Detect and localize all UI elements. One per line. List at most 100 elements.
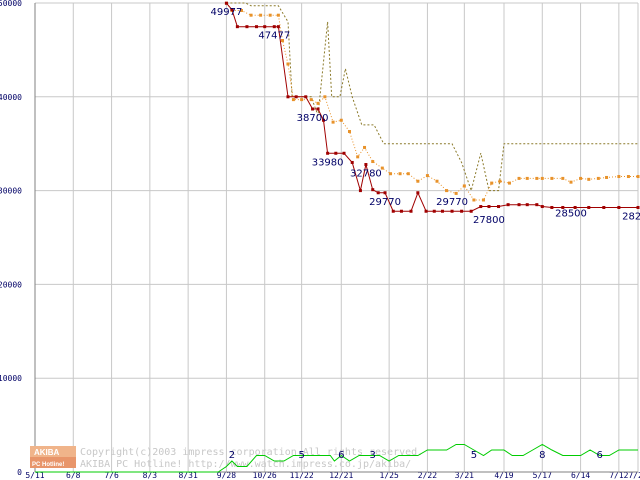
series-point-average — [249, 13, 253, 17]
series-point-min — [540, 205, 544, 209]
series-point-average — [596, 176, 600, 180]
series-point-min — [497, 205, 501, 209]
x-tick-label: 5/17 — [533, 471, 552, 480]
data-label: 29770 — [369, 197, 401, 208]
copyright-text: Copyright(c)2003 impress corporation All… — [80, 447, 423, 458]
series-point-min — [432, 209, 436, 213]
akiba-logo-bottom-text: PC Hotline! — [32, 462, 64, 468]
series-point-average — [490, 181, 494, 185]
series-point-min — [487, 205, 491, 209]
count-label: 5 — [298, 450, 304, 461]
series-point-min — [276, 25, 280, 29]
x-tick-label: 4/19 — [494, 471, 513, 480]
count-label: 3 — [370, 450, 376, 461]
y-tick-label: 30000 — [0, 187, 22, 196]
series-point-average — [380, 166, 384, 170]
series-point-min — [316, 107, 320, 111]
series-point-average — [406, 172, 410, 176]
count-label: 2 — [229, 450, 235, 461]
x-tick-label: 3/21 — [455, 471, 474, 480]
series-point-average — [569, 180, 573, 184]
x-tick-label: 12/21 — [329, 471, 353, 480]
series-point-min — [286, 95, 290, 99]
series-point-min — [371, 188, 375, 192]
series-point-min — [636, 205, 640, 209]
series-point-average — [286, 62, 290, 66]
data-label: 49977 — [211, 7, 243, 18]
series-point-average — [626, 175, 630, 179]
y-tick-label: 50000 — [0, 0, 22, 8]
series-point-min — [573, 205, 577, 209]
series-point-average — [276, 13, 280, 17]
series-point-average — [339, 118, 343, 122]
count-label: 8 — [539, 450, 545, 461]
series-point-min — [469, 209, 473, 213]
series-point-average — [268, 13, 272, 17]
series-point-min — [350, 160, 354, 164]
count-label: 6 — [597, 450, 603, 461]
series-point-min — [424, 209, 428, 213]
series-point-min — [409, 209, 413, 213]
x-tick-label: 8/3 — [143, 471, 158, 480]
series-point-min — [304, 95, 308, 99]
series-point-min — [561, 205, 565, 209]
y-tick-label: 40000 — [0, 93, 22, 102]
series-point-min — [391, 209, 395, 213]
series-point-min — [587, 205, 591, 209]
series-point-average — [535, 176, 539, 180]
series-point-min — [517, 203, 521, 207]
count-label: 6 — [338, 450, 344, 461]
count-label: 5 — [471, 450, 477, 461]
series-point-average — [280, 39, 284, 43]
series-point-min — [255, 25, 259, 29]
series-point-average — [579, 176, 583, 180]
series-point-average — [605, 175, 609, 179]
series-point-min — [272, 25, 276, 29]
series-point-average — [561, 176, 565, 180]
series-point-average — [389, 172, 393, 176]
series-point-min — [535, 203, 539, 207]
x-tick-label: 1/25 — [380, 471, 399, 480]
series-point-average — [347, 130, 351, 134]
data-label: 33980 — [312, 157, 344, 168]
series-point-min — [294, 95, 298, 99]
x-tick-label: 7/26 — [628, 471, 640, 480]
series-point-average — [636, 175, 640, 179]
series-point-average — [462, 184, 466, 188]
series-point-min — [311, 107, 315, 111]
data-label: 32780 — [350, 169, 382, 180]
series-point-average — [507, 181, 511, 185]
series-point-min — [263, 25, 267, 29]
series-point-average — [371, 160, 375, 164]
series-point-min — [479, 205, 483, 209]
x-tick-label: 7/6 — [104, 471, 119, 480]
data-label: 28200 — [622, 211, 640, 222]
series-point-min — [617, 205, 621, 209]
series-point-min — [235, 25, 239, 29]
series-point-average — [454, 191, 458, 195]
series-point-average — [416, 179, 420, 183]
data-label: 28500 — [555, 209, 587, 220]
series-point-average — [540, 176, 544, 180]
x-tick-label: 5/11 — [25, 471, 44, 480]
series-point-min — [245, 25, 249, 29]
series-point-average — [363, 145, 367, 149]
data-label: 29770 — [436, 197, 468, 208]
series-point-average — [300, 98, 304, 102]
akiba-logo-top-text: AKIBA — [34, 448, 60, 457]
data-labels-group: 49977 47477 38700 33980 32780 29770 29770 27800… — [211, 7, 640, 461]
series-point-min — [416, 191, 420, 195]
series-point-min — [450, 209, 454, 213]
x-tick-label: 6/14 — [571, 471, 590, 480]
series-point-average — [291, 98, 295, 102]
series-point-average — [550, 176, 554, 180]
x-tick-label: 6/8 — [66, 471, 81, 480]
series-point-min — [364, 163, 368, 167]
series-point-average — [481, 198, 485, 202]
series-point-average — [331, 120, 335, 124]
y-tick-label: 0 — [17, 468, 22, 477]
series-point-average — [517, 176, 521, 180]
series-point-min — [383, 191, 387, 195]
